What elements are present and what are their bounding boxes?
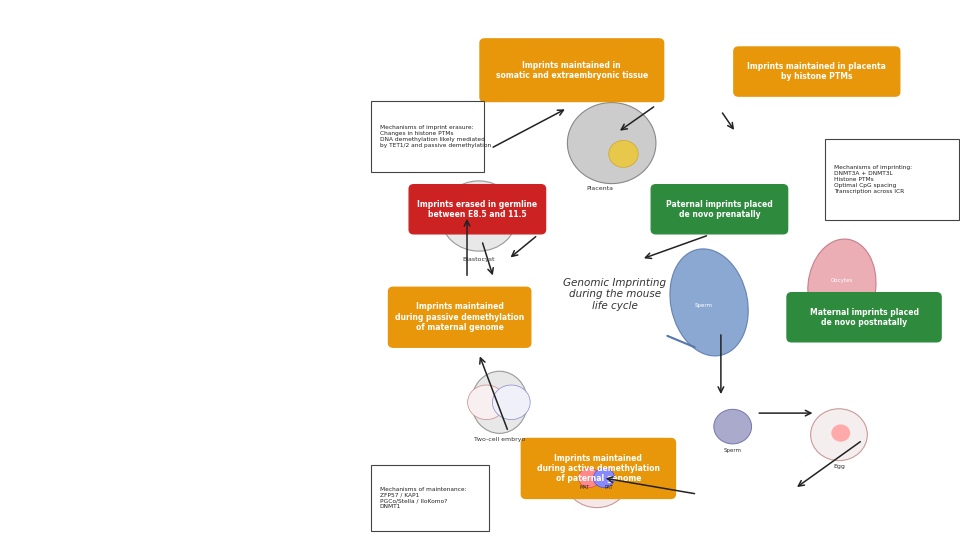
- Ellipse shape: [670, 249, 748, 356]
- Text: One of the most: One of the most: [14, 19, 221, 42]
- Text: Mechanisms of imprinting:
DNMT3A + DNMT3L
Histone PTMs
Optimal CpG spacing
Trans: Mechanisms of imprinting: DNMT3A + DNMT3…: [834, 165, 912, 194]
- Text: Genomic Imprinting
during the mouse
life cycle: Genomic Imprinting during the mouse life…: [564, 278, 666, 311]
- Text: subsequent wave of de: subsequent wave of de: [14, 440, 303, 463]
- Text: Paternal imprints placed
de novo prenatally: Paternal imprints placed de novo prenata…: [666, 200, 773, 219]
- Circle shape: [810, 409, 867, 461]
- Text: reprogramming that: reprogramming that: [14, 230, 262, 253]
- Circle shape: [579, 468, 600, 488]
- FancyBboxPatch shape: [371, 465, 490, 531]
- Text: Sperm: Sperm: [724, 448, 742, 453]
- Text: Oocytes: Oocytes: [830, 278, 853, 284]
- Circle shape: [831, 424, 851, 442]
- Text: Mechanisms of maintenance:
ZFP57 / KAP1
PGCo/Stella / IIoKomo?
DNMT1: Mechanisms of maintenance: ZFP57 / KAP1 …: [379, 487, 467, 509]
- Circle shape: [468, 385, 505, 420]
- Text: MAT: MAT: [580, 484, 590, 490]
- Text: Imprints maintained
during passive demethylation
of maternal genome: Imprints maintained during passive demet…: [395, 302, 524, 332]
- Circle shape: [492, 385, 530, 420]
- Text: escape the genome-wide: escape the genome-wide: [14, 194, 318, 218]
- FancyBboxPatch shape: [733, 47, 900, 96]
- Text: Imprints maintained in
somatic and extraembryonic tissue: Imprints maintained in somatic and extra…: [495, 60, 648, 80]
- FancyBboxPatch shape: [480, 39, 663, 102]
- Text: in the preimplantation: in the preimplantation: [14, 370, 318, 393]
- Text: genomic imprinting is how: genomic imprinting is how: [14, 89, 358, 112]
- FancyBboxPatch shape: [371, 101, 484, 172]
- Text: Imprints maintained in placenta
by histone PTMs: Imprints maintained in placenta by histo…: [748, 62, 886, 81]
- Circle shape: [564, 448, 630, 508]
- Text: marks at imprinted genes: marks at imprinted genes: [14, 159, 345, 183]
- Circle shape: [567, 103, 656, 184]
- Text: novo DNA methylation.: novo DNA methylation.: [14, 475, 303, 498]
- Circle shape: [714, 409, 752, 444]
- Text: Maternal imprints placed
de novo postnatally: Maternal imprints placed de novo postnat…: [809, 308, 919, 327]
- Circle shape: [441, 181, 517, 251]
- Text: the DNA methylation: the DNA methylation: [14, 124, 276, 147]
- Text: Mechanisms of imprint erasure:
Changes in histone PTMs
DNA demethylation likely : Mechanisms of imprint erasure: Changes i…: [379, 125, 491, 147]
- Text: Imprints maintained
during active demethylation
of paternal genome: Imprints maintained during active demeth…: [537, 454, 660, 483]
- FancyBboxPatch shape: [826, 139, 959, 220]
- Text: Sperm: Sperm: [694, 302, 712, 308]
- Text: Placenta: Placenta: [587, 186, 613, 191]
- Text: Imprints erased in germline
between E8.5 and 11.5: Imprints erased in germline between E8.5…: [418, 200, 538, 219]
- Text: Egg: Egg: [833, 464, 845, 469]
- Circle shape: [609, 140, 638, 167]
- Text: demethylation that occurs: demethylation that occurs: [14, 335, 358, 358]
- Text: Two-cell embryo: Two-cell embryo: [474, 437, 525, 442]
- Text: mysterious questions in: mysterious questions in: [14, 54, 331, 77]
- Text: PAT: PAT: [605, 484, 613, 490]
- Ellipse shape: [807, 239, 876, 333]
- Text: embryo and the: embryo and the: [14, 405, 207, 428]
- FancyBboxPatch shape: [409, 185, 545, 234]
- FancyBboxPatch shape: [521, 438, 676, 498]
- Text: occurs after fertilization,: occurs after fertilization,: [14, 265, 386, 288]
- Circle shape: [593, 468, 614, 488]
- Text: Blastocyst: Blastocyst: [463, 256, 495, 261]
- FancyBboxPatch shape: [787, 293, 941, 342]
- FancyBboxPatch shape: [651, 185, 787, 234]
- Text: including the DNA: including the DNA: [14, 300, 249, 323]
- FancyBboxPatch shape: [389, 287, 531, 347]
- Ellipse shape: [471, 372, 528, 433]
